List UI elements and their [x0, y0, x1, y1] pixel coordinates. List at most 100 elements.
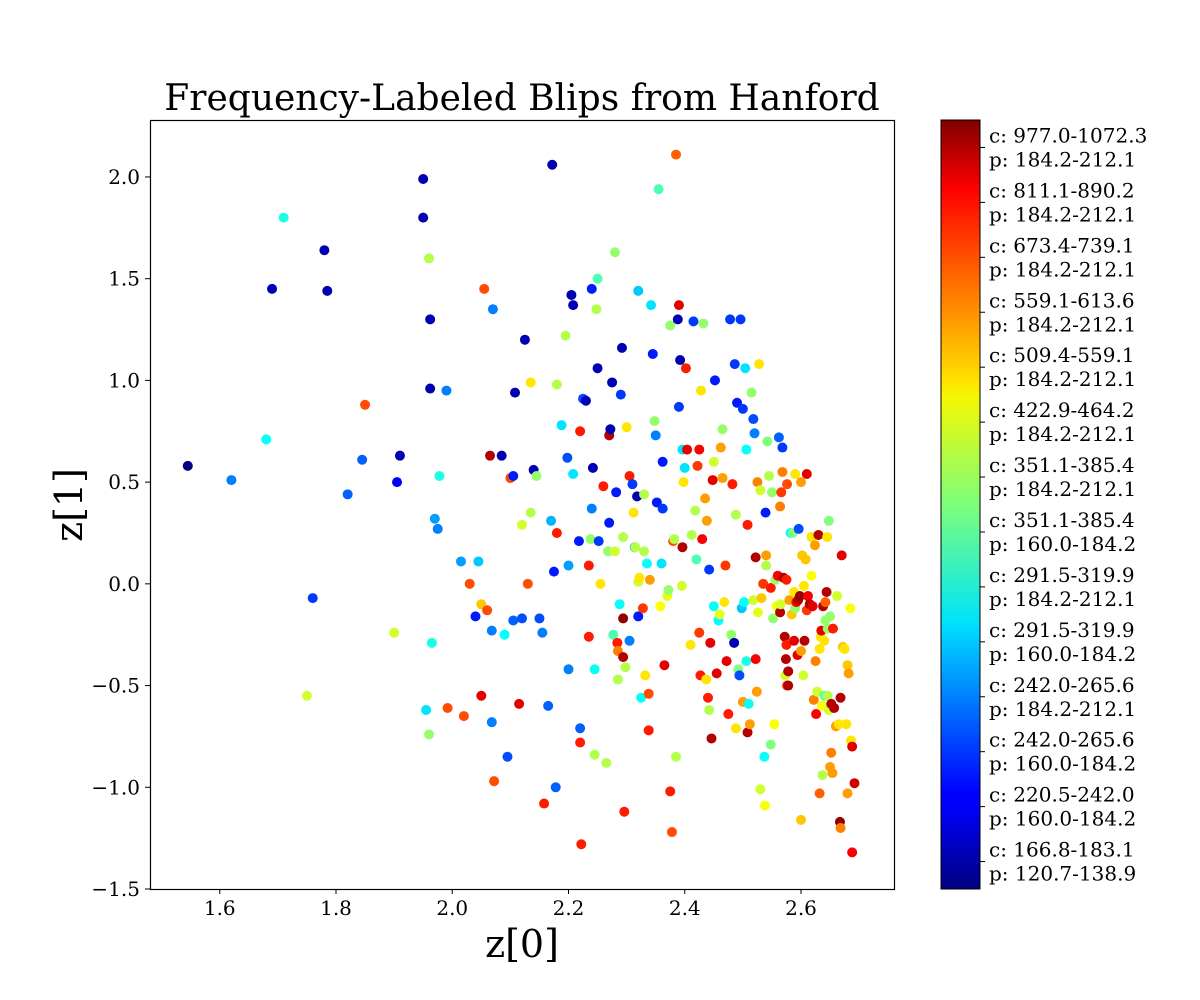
colorbar-tick-label-p: p: 160.0-184.2 — [989, 532, 1136, 556]
scatter-point — [758, 578, 769, 589]
scatter-point — [595, 578, 606, 589]
scatter-point — [749, 428, 760, 439]
scatter-point — [847, 847, 858, 858]
scatter-point — [633, 285, 644, 296]
scatter-point — [618, 652, 629, 663]
scatter-point — [832, 591, 843, 602]
scatter-point — [425, 383, 436, 394]
scatter-point — [663, 584, 674, 595]
scatter-point — [624, 471, 635, 482]
scatter-point — [708, 601, 719, 612]
scatter-point — [442, 702, 453, 713]
scatter-point — [517, 519, 527, 530]
plot-frame — [149, 119, 896, 891]
y-tick-label: 0.5 — [108, 470, 140, 494]
scatter-point — [849, 778, 860, 789]
scatter-point — [715, 442, 726, 453]
colorbar-tick-label-c: c: 977.0-1072.3 — [989, 123, 1147, 147]
scatter-point — [589, 664, 600, 675]
scatter-point — [429, 513, 440, 524]
scatter-point — [789, 635, 800, 646]
scatter-point — [842, 660, 853, 671]
scatter-point — [479, 283, 490, 294]
scatter-point — [678, 477, 689, 488]
scatter-point — [725, 314, 736, 325]
scatter-point — [769, 719, 780, 730]
scatter-point — [307, 593, 318, 604]
scatter-point — [669, 534, 680, 545]
scatter-point — [534, 613, 545, 624]
scatter-point — [677, 542, 688, 553]
scatter-point — [691, 554, 702, 565]
scatter-point — [525, 377, 536, 388]
scatter-point — [464, 578, 475, 589]
y-tick-label: 1.5 — [108, 267, 140, 291]
scatter-point — [455, 556, 466, 567]
scatter-point — [700, 493, 711, 504]
scatter-point — [775, 501, 786, 512]
colorbar-tick-label-c: c: 559.1-613.6 — [989, 288, 1135, 312]
scatter-point — [813, 530, 824, 541]
scatter-point — [820, 597, 831, 608]
scatter-point — [737, 403, 748, 414]
scatter-point — [589, 749, 600, 760]
scatter-point — [835, 692, 846, 703]
scatter-point — [580, 395, 591, 406]
scatter-point — [487, 304, 498, 315]
scatter-point — [551, 527, 562, 538]
scatter-point — [727, 479, 738, 490]
scatter-point — [817, 770, 828, 781]
scatter-point — [486, 717, 497, 728]
scatter-point — [825, 611, 836, 622]
scatter-point — [740, 363, 751, 374]
scatter-point — [761, 550, 772, 561]
scatter-point — [360, 399, 371, 410]
scatter-point — [587, 462, 598, 473]
scatter-point — [775, 607, 786, 618]
scatter-point — [591, 304, 602, 315]
scatter-point — [697, 534, 708, 545]
scatter-point — [434, 471, 445, 482]
scatter-point — [644, 574, 655, 585]
scatter-point — [671, 149, 682, 160]
scatter-point — [705, 637, 716, 648]
scatter-point — [603, 546, 614, 557]
scatter-point — [653, 184, 664, 195]
scatter-point — [819, 635, 830, 646]
scatter-point — [575, 723, 586, 734]
scatter-point — [568, 300, 579, 311]
scatter-point — [744, 719, 755, 730]
scatter-point — [605, 424, 616, 435]
chart-title: Frequency-Labeled Blips from Hanford — [164, 78, 879, 119]
scatter-point — [502, 751, 513, 762]
colorbar-tick-label-p: p: 184.2-212.1 — [989, 257, 1136, 281]
scatter-point — [711, 668, 722, 679]
scatter-point — [612, 637, 623, 648]
y-tick-label: 2.0 — [108, 165, 140, 189]
scatter-point — [781, 639, 792, 650]
scatter-point — [741, 656, 752, 667]
scatter-point — [704, 564, 715, 575]
scatter-point — [586, 503, 597, 514]
colorbar-tick-label-c: c: 351.1-385.4 — [989, 453, 1135, 477]
scatter-point — [721, 656, 732, 667]
scatter-point — [610, 247, 620, 258]
scatter-point — [639, 489, 650, 500]
scatter-point — [719, 597, 730, 608]
scatter-point — [659, 660, 670, 671]
scatter-point — [476, 690, 487, 701]
scatter-point — [278, 212, 289, 223]
scatter-point — [686, 530, 697, 541]
scatter-point — [421, 704, 432, 715]
scatter-point — [636, 692, 647, 703]
scatter-point — [842, 788, 853, 799]
scatter-point — [615, 389, 626, 400]
colorbar-tick-label-p: p: 184.2-212.1 — [989, 367, 1136, 391]
scatter-point — [806, 570, 817, 581]
scatter-point — [796, 645, 806, 656]
scatter-point — [470, 611, 481, 622]
scatter-point — [798, 580, 809, 591]
colorbar-tick-label-p: p: 160.0-184.2 — [989, 807, 1136, 831]
scatter-point — [485, 450, 496, 461]
scatter-point — [425, 314, 436, 325]
